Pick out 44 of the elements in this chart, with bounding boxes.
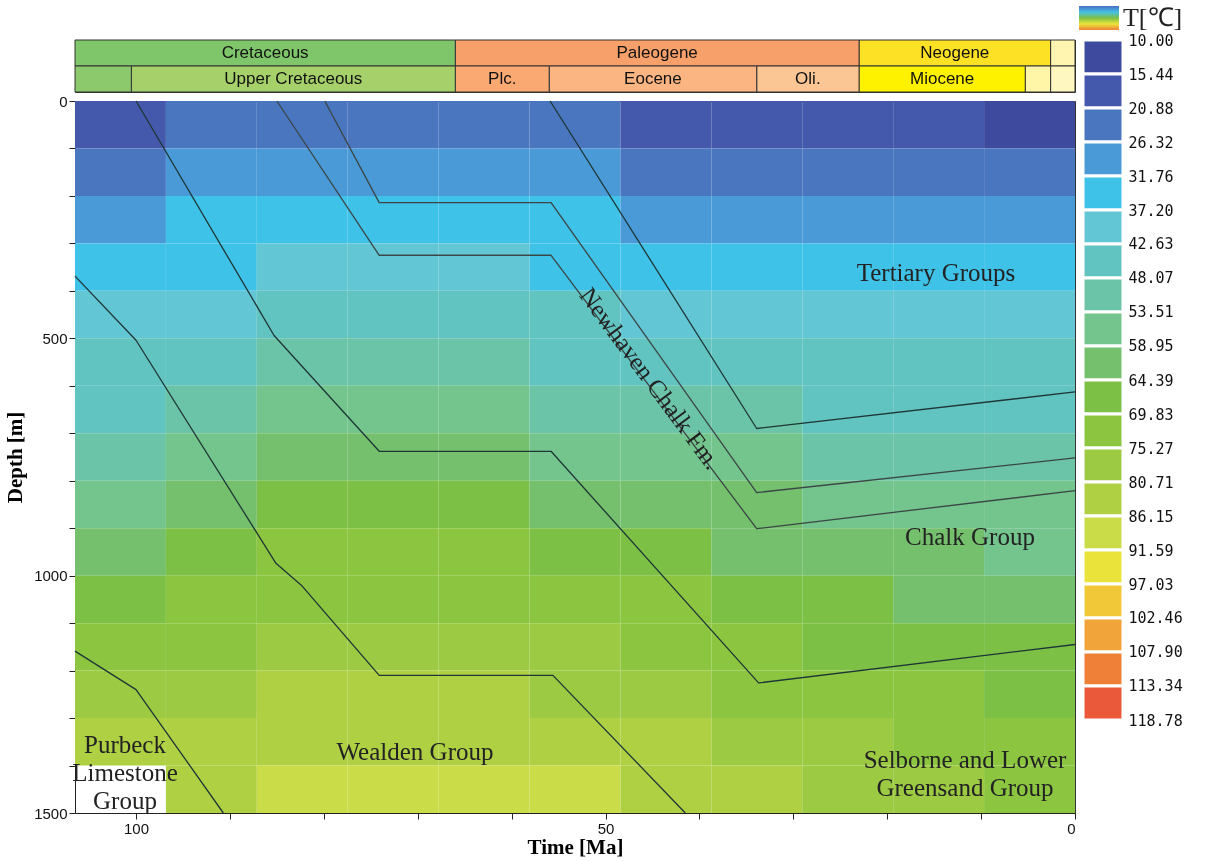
color-bar-title: T[℃] <box>1122 3 1183 32</box>
color-bar-label: 86.15 <box>1128 507 1174 526</box>
line-series <box>135 100 1076 684</box>
x-tick-label: 100 <box>124 819 150 837</box>
data-label: Cretaceous <box>221 43 309 62</box>
data-label: Eocene <box>624 69 682 88</box>
y-axis-title: Depth [m] <box>3 411 28 504</box>
color-bar-label: 26.32 <box>1128 133 1174 152</box>
y-tick-label: 1000 <box>34 567 68 585</box>
color-bar-label: 20.88 <box>1128 99 1174 118</box>
x-tick-label: 50 <box>597 819 615 837</box>
data-label: Upper Cretaceous <box>224 69 363 88</box>
color-bar-label: 58.95 <box>1128 337 1174 356</box>
color-bar-label: 118.78 <box>1128 711 1183 730</box>
color-bar-label: 37.20 <box>1128 201 1174 220</box>
color-bar-label: 31.76 <box>1128 167 1174 186</box>
color-bar-label: 53.51 <box>1128 303 1174 322</box>
color-bar-label: 64.39 <box>1128 371 1174 390</box>
x-tick-label: 0 <box>1067 819 1076 837</box>
data-label: Paleogene <box>616 43 698 62</box>
x-axis-title: Time [Ma] <box>527 834 624 859</box>
color-bar-label: 42.63 <box>1128 235 1174 254</box>
color-bar-label: 10.00 <box>1128 31 1174 50</box>
color-bar-label: 15.44 <box>1128 65 1174 84</box>
color-bar-label: 69.83 <box>1128 405 1174 424</box>
annotation: Tertiary Groups <box>856 259 1016 287</box>
data-label: Oli. <box>795 69 821 88</box>
data-label: Plc. <box>488 69 517 88</box>
y-tick-label: 0 <box>59 92 68 110</box>
annotation: Wealden Group <box>336 737 494 765</box>
y-tick-label: 1500 <box>34 804 68 822</box>
data-label: Neogene <box>920 43 990 62</box>
color-bar-label: 97.03 <box>1128 575 1174 594</box>
data-label: Miocene <box>910 69 975 88</box>
color-bar-label: 80.71 <box>1128 473 1174 492</box>
annotation: Chalk Group <box>905 523 1035 551</box>
color-bar-label: 75.27 <box>1128 439 1174 458</box>
color-bar-label: 102.46 <box>1128 609 1183 628</box>
y-tick-label: 500 <box>42 329 68 347</box>
color-bar-label: 91.59 <box>1128 541 1174 560</box>
color-bar-label: 113.34 <box>1128 677 1183 696</box>
color-bar-label: 107.90 <box>1128 643 1183 662</box>
color-bar-label: 48.07 <box>1128 269 1174 288</box>
annotation: Selborne and Lower Greensand Group <box>863 745 1068 801</box>
